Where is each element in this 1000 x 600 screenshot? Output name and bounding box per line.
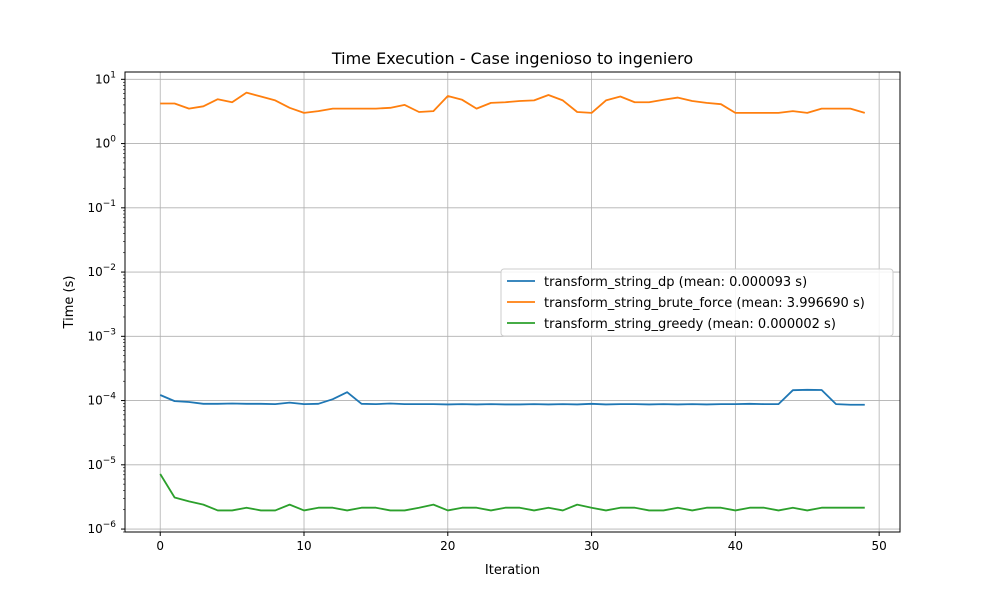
legend: transform_string_dp (mean: 0.000093 s) tr… — [500, 268, 894, 337]
y-tick-label: 10−4 — [87, 392, 116, 408]
x-tick-label: 10 — [296, 539, 311, 553]
y-tick-label: 10−3 — [87, 327, 116, 343]
y-tick-label: 10−2 — [87, 263, 116, 279]
axis-ticks: 0 10 20 30 40 50 101 100 10−1 10−2 10−3 10−4 10−5 10−… — [87, 70, 886, 553]
y-tick-label: 10−6 — [87, 520, 116, 536]
series-line-1 — [160, 91, 866, 114]
legend-box — [500, 268, 894, 337]
y-axis-label: Time (s) — [62, 276, 77, 330]
series-lines — [159, 91, 866, 512]
x-tick-label: 40 — [728, 539, 743, 553]
y-tick-label: 10−5 — [87, 456, 116, 472]
legend-label: transform_string_brute_force (mean: 3.99… — [544, 296, 865, 311]
x-tick-label: 20 — [440, 539, 455, 553]
series-line-0 — [159, 388, 865, 406]
y-tick-label: 10−1 — [87, 199, 116, 215]
y-tick-label: 101 — [95, 70, 116, 86]
legend-label: transform_string_dp (mean: 0.000093 s) — [544, 275, 807, 290]
x-tick-label: 0 — [156, 539, 164, 553]
plot-frame — [124, 71, 901, 533]
series-line-2 — [159, 473, 865, 512]
x-tick-label: 50 — [872, 539, 887, 553]
legend-label: transform_string_greedy (mean: 0.000002 … — [544, 317, 836, 332]
y-tick-label: 100 — [95, 135, 116, 151]
x-tick-label: 30 — [584, 539, 599, 553]
chart-title: Time Execution - Case ingenioso to ingen… — [331, 49, 693, 68]
x-axis-label: Iteration — [485, 563, 540, 578]
